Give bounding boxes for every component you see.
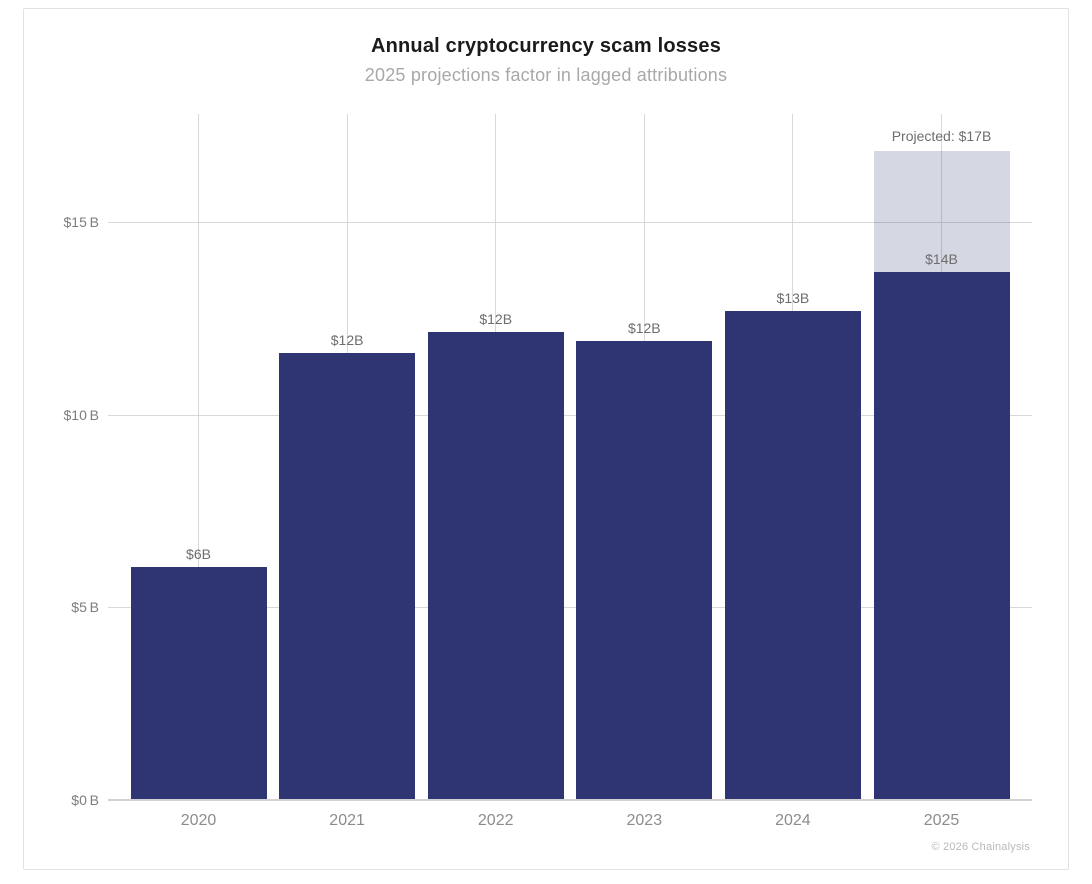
chart-title: Annual cryptocurrency scam losses (370, 35, 722, 57)
bar (130, 566, 267, 800)
x-axis-line (108, 799, 1032, 801)
bar-value-label: $12B (627, 320, 661, 337)
bar (873, 272, 1010, 800)
bar (576, 341, 713, 800)
chart-card: Annual cryptocurrency scam losses 2025 p… (23, 8, 1069, 870)
bar (724, 310, 861, 800)
x-tick-label: 2024 (775, 812, 811, 829)
x-tick-label: 2020 (180, 812, 217, 829)
chart-subtitle: 2025 projections factor in lagged attrib… (364, 65, 728, 85)
h-gridline (108, 414, 1032, 416)
bar-value-label: $12B (479, 310, 513, 327)
bar-value-label: $13B (776, 289, 810, 306)
x-tick-label: 2023 (626, 812, 663, 829)
y-tick-label: $5 B (71, 599, 99, 616)
y-tick-label: $15 B (63, 213, 100, 230)
plot-area: $0 B $5 B $10 B $15 B $6B 2020 $12B 2021 $12B 202… (64, 114, 1032, 829)
x-tick-label: 2022 (477, 812, 514, 829)
footer-credit: © 2026 Chainalysis (931, 841, 1030, 853)
bar (427, 331, 564, 800)
bar-value-label: $12B (330, 331, 364, 348)
bar-value-label: $14B (925, 251, 958, 268)
bar (279, 352, 416, 800)
y-tick-label: $0 B (71, 792, 99, 808)
bar-value-label: $6B (186, 545, 211, 562)
projected-bar (873, 150, 1010, 273)
x-tick-label: 2025 (923, 812, 960, 829)
y-tick-label: $10 B (63, 406, 100, 423)
h-gridline (108, 607, 1032, 609)
v-gridline (198, 114, 199, 800)
projected-value-label: Projected: $17B (891, 127, 992, 144)
x-tick-label: 2021 (329, 812, 365, 829)
h-gridline (108, 221, 1032, 223)
